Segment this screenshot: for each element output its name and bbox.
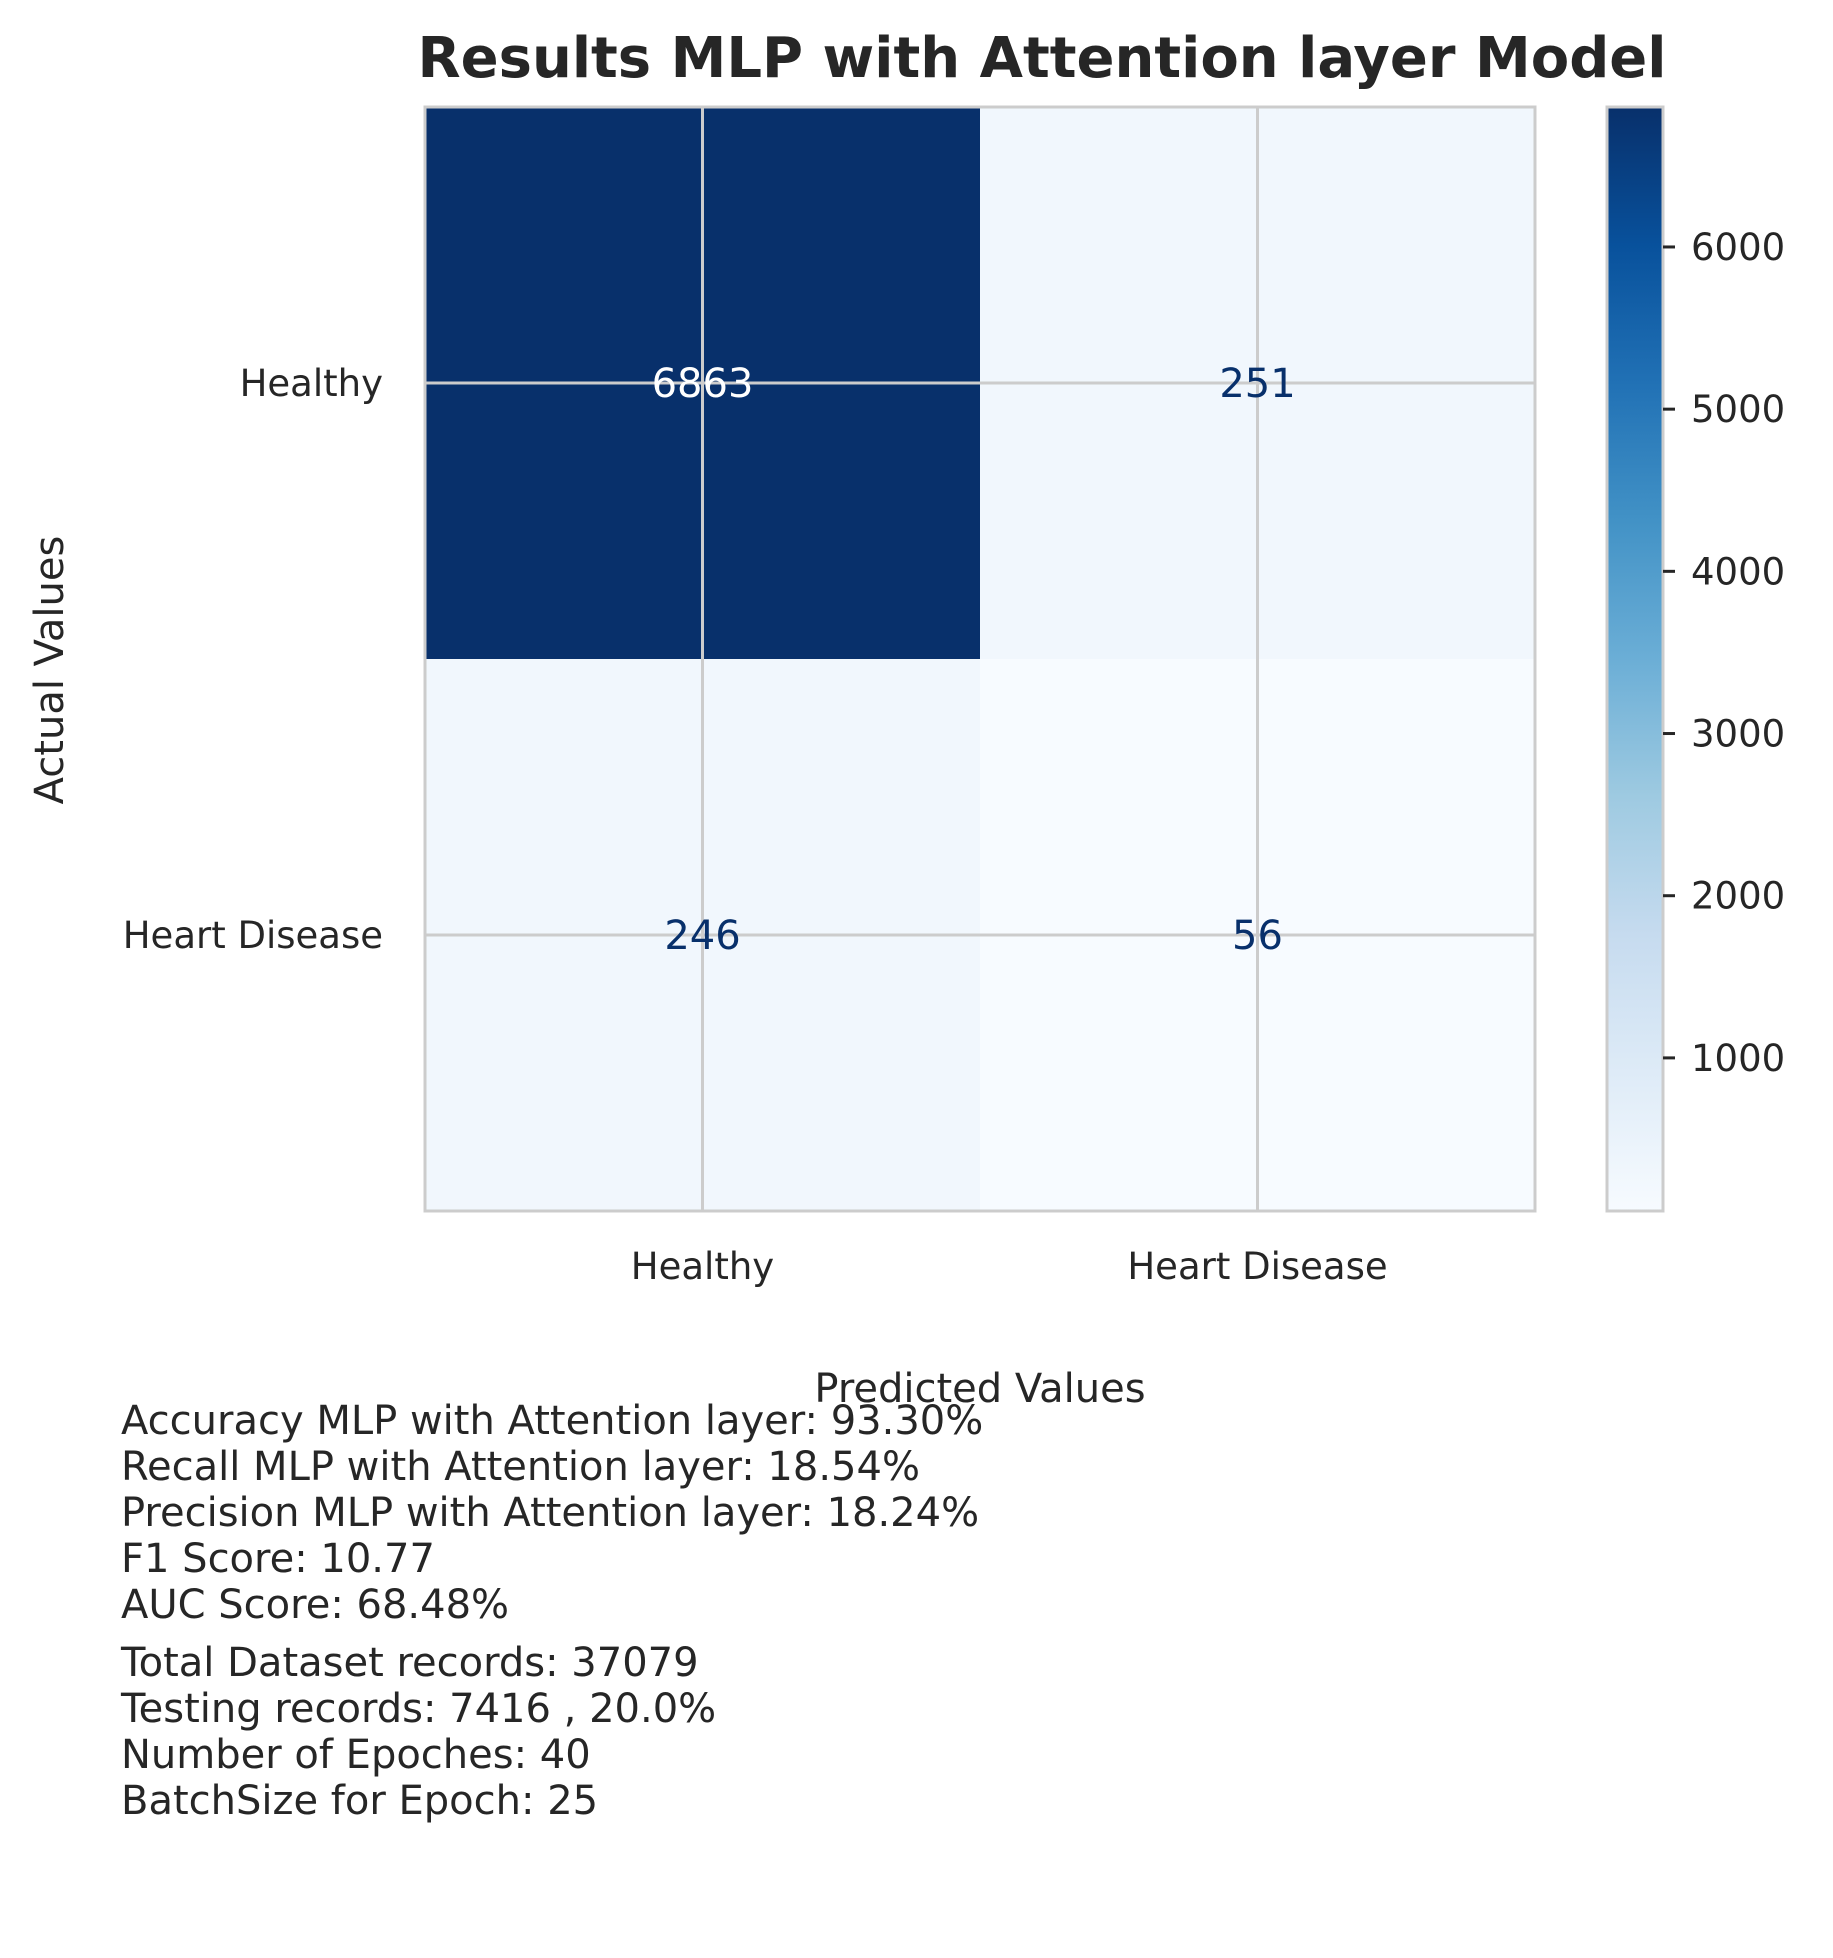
batch-size-text: BatchSize for Epoch: 25: [121, 1778, 599, 1824]
f1-score-text: F1 Score: 10.77: [121, 1536, 435, 1582]
y-tick-label-0: Healthy: [240, 362, 383, 405]
cell-value-r0-c1: 251: [1219, 361, 1295, 407]
colorbar: [1605, 105, 1665, 1213]
chart-title: Results MLP with Attention layer Model: [418, 26, 1667, 91]
cell-value-r0-c0: 6863: [652, 361, 754, 407]
epochs-text: Number of Epoches: 40: [121, 1732, 591, 1778]
total-records-text: Total Dataset records: 37079: [121, 1640, 699, 1686]
x-tick-label-0: Healthy: [631, 1245, 774, 1288]
heatmap-cells: [425, 107, 1535, 1211]
stats-panel: Accuracy MLP with Attention layer: 93.30…: [121, 1398, 983, 1824]
accuracy-text: Accuracy MLP with Attention layer: 93.30…: [121, 1398, 984, 1444]
colorbar-tick-label-2: 3000: [1691, 713, 1785, 756]
cell-value-r1-c1: 56: [1232, 913, 1283, 959]
colorbar-tick-label-0: 1000: [1691, 1037, 1785, 1080]
precision-text: Precision MLP with Attention layer: 18.2…: [121, 1490, 980, 1536]
dataset-group: Total Dataset records: 37079 Testing rec…: [121, 1640, 983, 1824]
y-axis-label: Actual Values: [27, 536, 73, 805]
cell-value-r1-c0: 246: [664, 913, 740, 959]
recall-text: Recall MLP with Attention layer: 18.54%: [121, 1444, 920, 1490]
x-axis-ticks: Healthy Heart Disease: [631, 1245, 1388, 1288]
colorbar-tick-label-4: 5000: [1691, 388, 1785, 431]
gridlines: [425, 107, 1535, 1211]
y-tick-label-1: Heart Disease: [123, 914, 383, 957]
testing-records-text: Testing records: 7416 , 20.0%: [121, 1686, 717, 1732]
plot-frame: [423, 105, 1537, 1213]
colorbar-tick-label-5: 6000: [1691, 226, 1785, 269]
x-axis-label: Predicted Values: [814, 1366, 1145, 1412]
colorbar-tick-label-1: 2000: [1691, 875, 1785, 918]
x-tick-label-1: Heart Disease: [1127, 1245, 1387, 1288]
metrics-group: Accuracy MLP with Attention layer: 93.30…: [121, 1398, 983, 1628]
colorbar-tick-label-3: 4000: [1691, 550, 1785, 593]
y-axis-ticks: Healthy Heart Disease: [123, 362, 383, 957]
auc-score-text: AUC Score: 68.48%: [121, 1582, 510, 1628]
cell-value-labels: 6863 251 246 56: [652, 361, 1296, 959]
colorbar-ticks: 1000 2000 3000 4000 5000 6000: [1663, 226, 1785, 1080]
